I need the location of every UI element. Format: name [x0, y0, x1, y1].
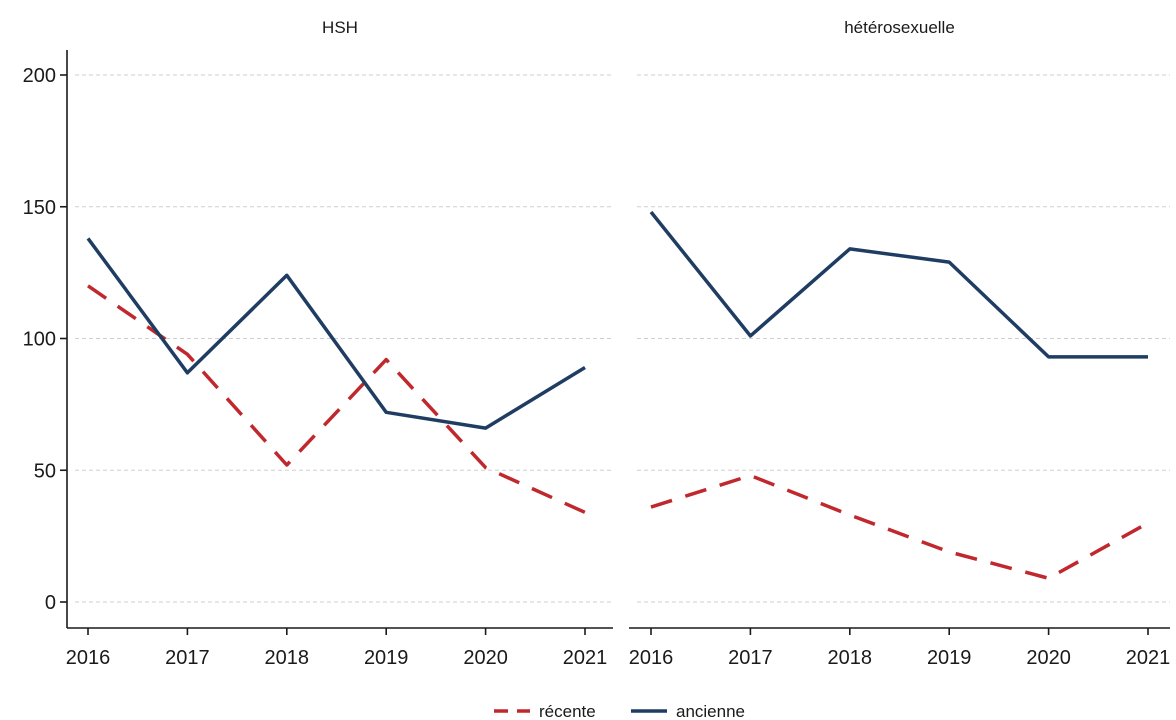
series-line-recente [87, 284, 586, 514]
y-tick-label: 150 [23, 197, 56, 219]
x-tick-label: 2016 [66, 647, 111, 669]
legend: récente ancienne [494, 702, 745, 720]
x-tick-label: 2016 [629, 647, 674, 669]
x-tick-label: 2021 [1126, 647, 1171, 669]
legend-label: ancienne [676, 702, 745, 720]
y-tick-label: 0 [45, 592, 56, 614]
x-tick-label: 2018 [828, 647, 873, 669]
series-line-ancienne [649, 210, 1148, 359]
x-tick-label: 2019 [364, 647, 409, 669]
y-tick-label: 50 [34, 460, 56, 482]
panel-title: hétérosexuelle [844, 18, 955, 37]
x-tick-label: 2020 [463, 647, 508, 669]
x-tick-label: 2021 [563, 647, 608, 669]
x-tick-label: 2017 [728, 647, 773, 669]
y-tick-label: 100 [23, 329, 56, 351]
y-tick-label: 200 [23, 65, 56, 87]
x-tick-label: 2019 [927, 647, 972, 669]
panel-1: HSH 0 50 100 150 200 2016 2017 2018 2019 2020 2021 [23, 18, 613, 669]
series-line-ancienne [86, 237, 586, 430]
series-line-recente [650, 473, 1149, 581]
x-tick-label: 2018 [265, 647, 310, 669]
x-tick-label: 2017 [165, 647, 210, 669]
x-tick-label: 2020 [1026, 647, 1071, 669]
legend-label: récente [539, 702, 596, 720]
panel-title: HSH [322, 18, 358, 37]
panel-2: hétérosexuelle 2016 2017 2018 2019 2020 2021 [629, 18, 1171, 669]
